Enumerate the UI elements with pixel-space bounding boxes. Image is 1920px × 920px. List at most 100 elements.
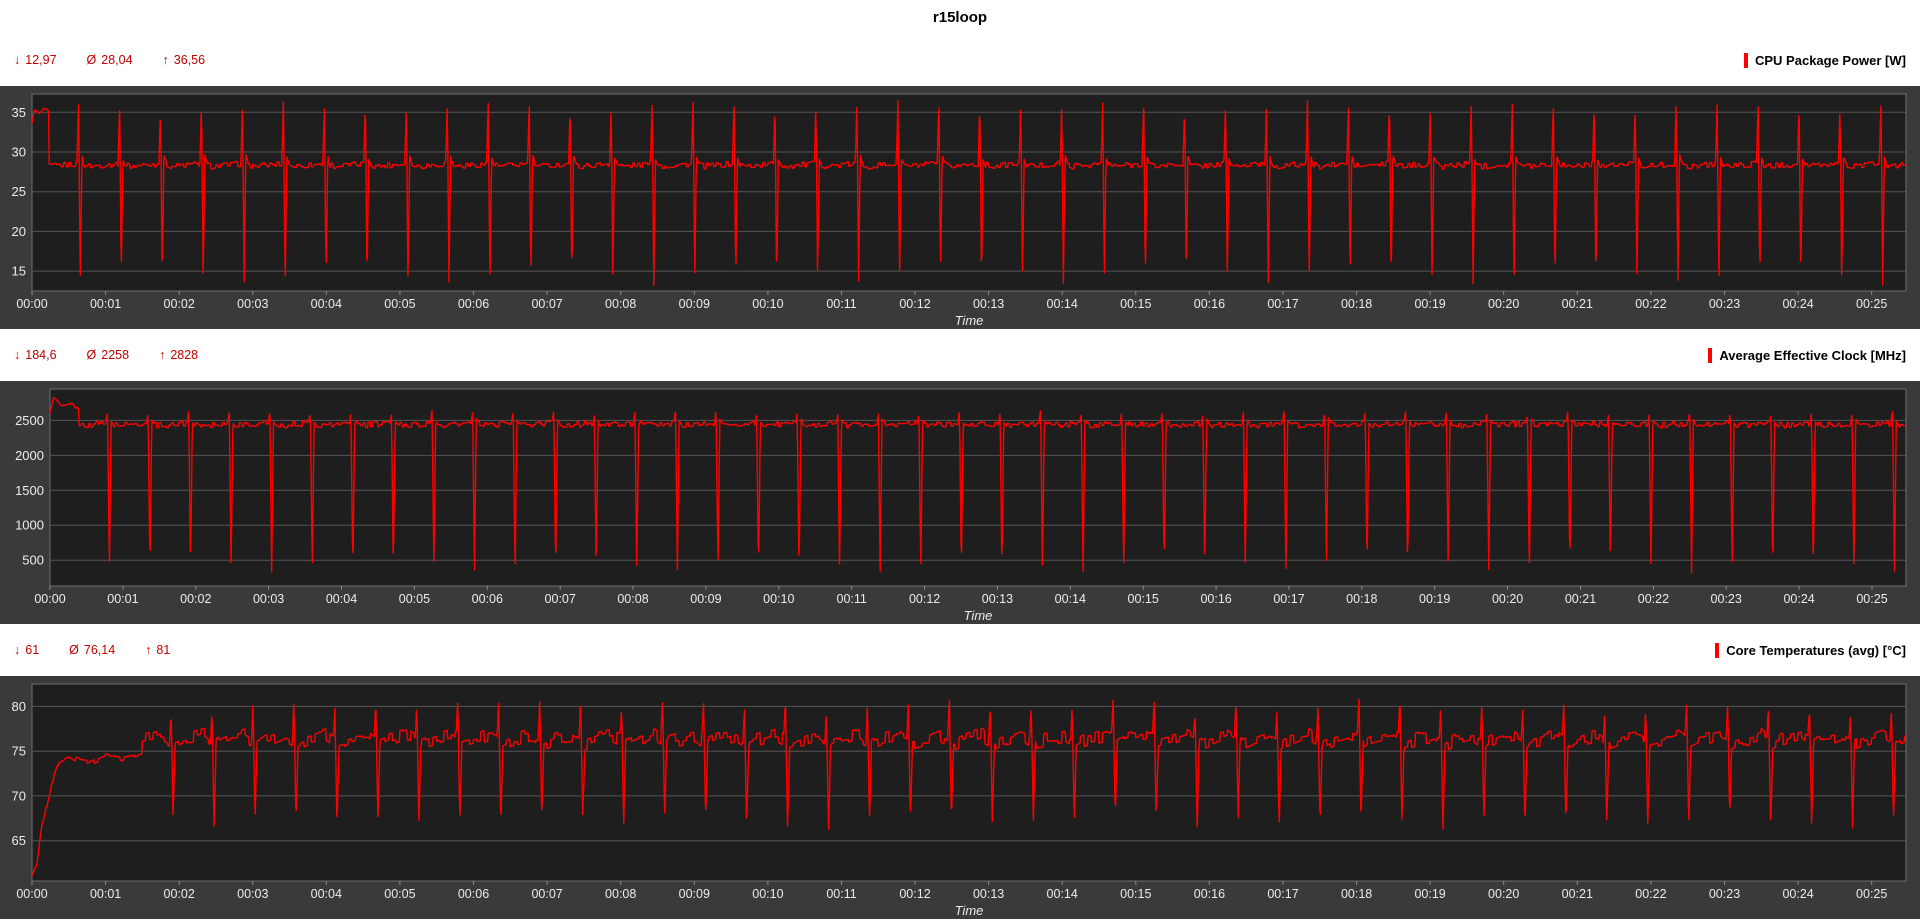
avg-icon: Ø bbox=[86, 53, 97, 67]
svg-text:00:05: 00:05 bbox=[384, 297, 415, 311]
svg-text:2000: 2000 bbox=[15, 448, 44, 463]
svg-text:00:06: 00:06 bbox=[472, 592, 503, 606]
chart-header-core-temps: ↓ 61 Ø 76,14 ↑ 81 Core Temperatures (avg… bbox=[0, 624, 1920, 676]
avg-icon: Ø bbox=[69, 643, 79, 657]
svg-text:00:16: 00:16 bbox=[1200, 592, 1231, 606]
svg-text:00:12: 00:12 bbox=[899, 297, 930, 311]
svg-text:00:07: 00:07 bbox=[531, 887, 562, 901]
page-title: r15loop bbox=[0, 0, 1920, 34]
svg-text:00:06: 00:06 bbox=[458, 887, 489, 901]
chart-legend-cpu-power: CPU Package Power [W] bbox=[1744, 52, 1906, 68]
svg-text:00:08: 00:08 bbox=[605, 887, 636, 901]
svg-text:00:11: 00:11 bbox=[837, 592, 867, 606]
svg-text:00:10: 00:10 bbox=[752, 887, 783, 901]
svg-text:00:07: 00:07 bbox=[531, 297, 562, 311]
svg-text:00:21: 00:21 bbox=[1562, 887, 1593, 901]
svg-text:00:19: 00:19 bbox=[1414, 887, 1445, 901]
svg-text:00:25: 00:25 bbox=[1856, 592, 1887, 606]
min-arrow-icon: ↓ bbox=[14, 643, 21, 657]
chart-stats-cpu-power: ↓ 12,97 Ø 28,04 ↑ 36,56 bbox=[14, 53, 205, 67]
svg-text:00:12: 00:12 bbox=[899, 887, 930, 901]
chart-stats-effective-clock: ↓ 184,6 Ø 2258 ↑ 2828 bbox=[14, 348, 198, 362]
chart-title: Average Effective Clock [MHz] bbox=[1719, 347, 1906, 363]
svg-text:00:20: 00:20 bbox=[1488, 297, 1519, 311]
svg-text:00:20: 00:20 bbox=[1488, 887, 1519, 901]
svg-text:70: 70 bbox=[12, 788, 26, 803]
chart-block-cpu-power: ↓ 12,97 Ø 28,04 ↑ 36,56 CPU Package Powe… bbox=[0, 34, 1920, 329]
avg-value: 76,14 bbox=[83, 643, 116, 657]
chart-header-cpu-power: ↓ 12,97 Ø 28,04 ↑ 36,56 CPU Package Powe… bbox=[0, 34, 1920, 86]
svg-text:15: 15 bbox=[12, 264, 26, 279]
svg-text:00:23: 00:23 bbox=[1709, 887, 1740, 901]
svg-text:00:25: 00:25 bbox=[1856, 887, 1887, 901]
svg-text:00:17: 00:17 bbox=[1267, 297, 1298, 311]
svg-text:00:17: 00:17 bbox=[1267, 887, 1298, 901]
svg-text:00:14: 00:14 bbox=[1047, 887, 1078, 901]
svg-text:00:18: 00:18 bbox=[1341, 887, 1372, 901]
stat-min: ↓ 61 bbox=[14, 643, 39, 657]
svg-text:00:21: 00:21 bbox=[1565, 592, 1596, 606]
stat-max: ↑ 36,56 bbox=[163, 53, 206, 67]
stat-avg: Ø 28,04 bbox=[87, 53, 133, 67]
svg-text:00:16: 00:16 bbox=[1194, 887, 1225, 901]
svg-text:00:02: 00:02 bbox=[180, 592, 211, 606]
svg-text:00:21: 00:21 bbox=[1562, 297, 1593, 311]
max-value: 36,56 bbox=[173, 53, 206, 67]
svg-text:00:03: 00:03 bbox=[253, 592, 284, 606]
avg-value: 2258 bbox=[101, 348, 130, 362]
svg-text:00:19: 00:19 bbox=[1414, 297, 1445, 311]
svg-text:Time: Time bbox=[955, 313, 984, 328]
svg-text:00:22: 00:22 bbox=[1635, 887, 1666, 901]
chart-block-effective-clock: ↓ 184,6 Ø 2258 ↑ 2828 Average Effective … bbox=[0, 329, 1920, 624]
svg-text:65: 65 bbox=[12, 833, 26, 848]
avg-icon: Ø bbox=[86, 348, 97, 362]
svg-text:00:22: 00:22 bbox=[1635, 297, 1666, 311]
svg-text:00:01: 00:01 bbox=[90, 887, 121, 901]
svg-text:00:15: 00:15 bbox=[1120, 297, 1151, 311]
svg-text:00:10: 00:10 bbox=[763, 592, 794, 606]
min-value: 184,6 bbox=[25, 348, 57, 362]
svg-text:00:07: 00:07 bbox=[545, 592, 576, 606]
effective-clock-chart[interactable]: 500 1000 1500 2000 2500 00:00 00:01 00:02 00:03 0… bbox=[0, 381, 1920, 624]
svg-text:1500: 1500 bbox=[15, 483, 44, 498]
chart-title: CPU Package Power [W] bbox=[1755, 52, 1906, 68]
svg-text:Time: Time bbox=[955, 903, 984, 918]
svg-text:20: 20 bbox=[12, 224, 26, 239]
cpu-power-chart[interactable]: 15 20 25 30 35 00:00 00:01 00:02 00:03 00:04 00:05… bbox=[0, 86, 1920, 329]
svg-text:00:14: 00:14 bbox=[1055, 592, 1086, 606]
max-arrow-icon: ↑ bbox=[159, 348, 166, 362]
svg-text:00:01: 00:01 bbox=[107, 592, 138, 606]
svg-text:00:00: 00:00 bbox=[16, 887, 47, 901]
svg-text:00:14: 00:14 bbox=[1047, 297, 1078, 311]
svg-text:00:09: 00:09 bbox=[679, 297, 710, 311]
core-temps-chart[interactable]: 65 70 75 80 00:00 00:01 00:02 00:03 00:04 00:05 00… bbox=[0, 676, 1920, 919]
svg-text:00:03: 00:03 bbox=[237, 887, 268, 901]
min-value: 12,97 bbox=[25, 53, 57, 67]
svg-text:00:04: 00:04 bbox=[311, 297, 342, 311]
chart-header-effective-clock: ↓ 184,6 Ø 2258 ↑ 2828 Average Effective … bbox=[0, 329, 1920, 381]
stat-max: ↑ 81 bbox=[145, 643, 170, 657]
svg-text:00:18: 00:18 bbox=[1346, 592, 1377, 606]
svg-text:00:03: 00:03 bbox=[237, 297, 268, 311]
svg-text:00:00: 00:00 bbox=[34, 592, 65, 606]
svg-text:35: 35 bbox=[12, 105, 26, 120]
svg-text:00:05: 00:05 bbox=[384, 887, 415, 901]
min-arrow-icon: ↓ bbox=[14, 348, 21, 362]
svg-text:00:13: 00:13 bbox=[982, 592, 1013, 606]
max-value: 81 bbox=[156, 643, 171, 657]
svg-text:00:09: 00:09 bbox=[679, 887, 710, 901]
svg-text:00:11: 00:11 bbox=[826, 887, 856, 901]
svg-text:00:18: 00:18 bbox=[1341, 297, 1372, 311]
chart-legend-core-temps: Core Temperatures (avg) [°C] bbox=[1715, 642, 1906, 658]
svg-text:00:00: 00:00 bbox=[16, 297, 47, 311]
svg-text:00:23: 00:23 bbox=[1711, 592, 1742, 606]
chart-stats-core-temps: ↓ 61 Ø 76,14 ↑ 81 bbox=[14, 643, 170, 657]
svg-text:00:22: 00:22 bbox=[1638, 592, 1669, 606]
stat-avg: Ø 2258 bbox=[87, 348, 130, 362]
max-arrow-icon: ↑ bbox=[162, 53, 169, 67]
svg-text:500: 500 bbox=[22, 553, 44, 568]
svg-text:00:06: 00:06 bbox=[458, 297, 489, 311]
svg-text:00:01: 00:01 bbox=[90, 297, 121, 311]
svg-text:80: 80 bbox=[12, 699, 26, 714]
series-color-marker bbox=[1744, 52, 1748, 68]
